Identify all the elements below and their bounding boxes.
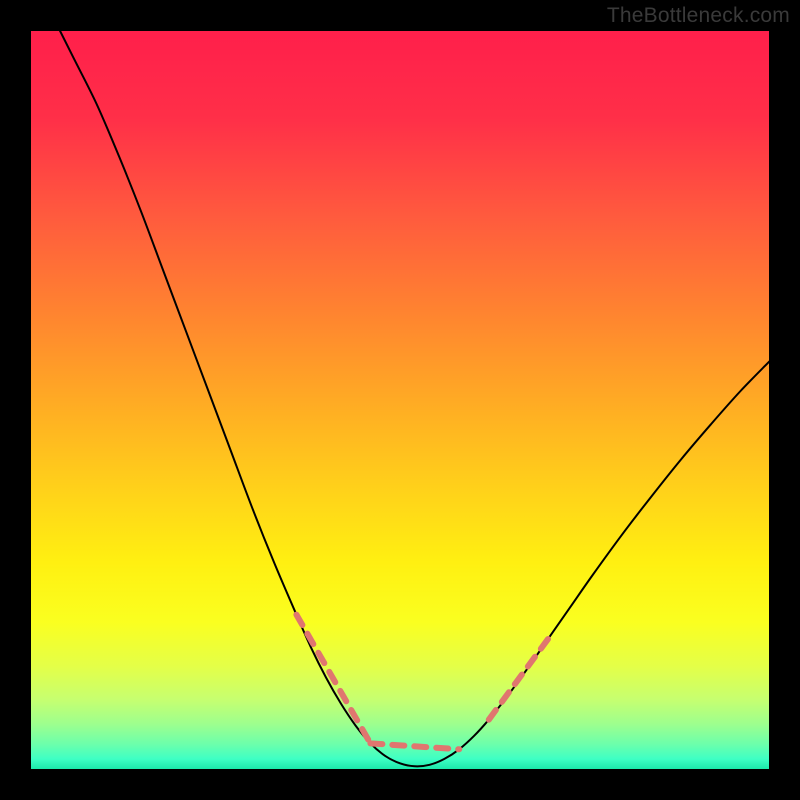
bottleneck-chart	[0, 0, 800, 800]
plot-background	[30, 30, 770, 770]
chart-stage: TheBottleneck.com	[0, 0, 800, 800]
watermark-text: TheBottleneck.com	[607, 4, 790, 28]
